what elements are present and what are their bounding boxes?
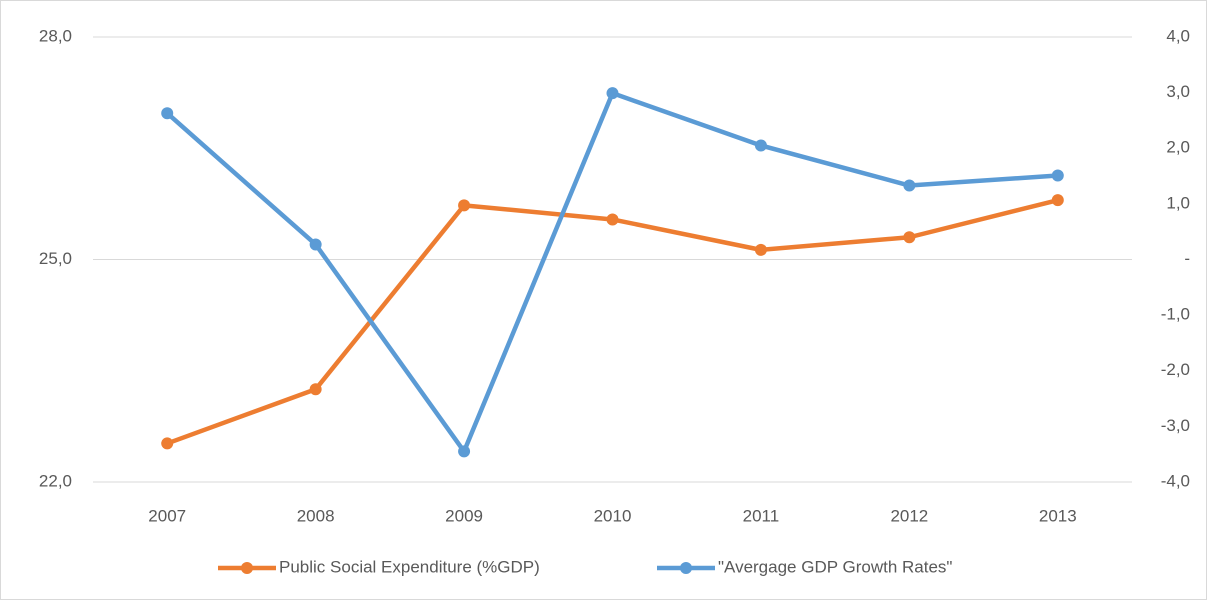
point <box>606 87 619 100</box>
x-tick-label: 2008 <box>297 506 335 525</box>
y2-tick-label: 2,0 <box>1166 138 1190 157</box>
y-tick-label: 22,0 <box>39 471 72 490</box>
x-tick-label: 2009 <box>445 506 483 525</box>
x-tick-label: 2012 <box>890 506 928 525</box>
point <box>161 107 174 120</box>
point <box>161 437 174 450</box>
point <box>754 243 767 256</box>
y2-tick-label: 4,0 <box>1166 26 1190 45</box>
y2-tick-label: - <box>1184 249 1190 268</box>
point <box>1051 194 1064 207</box>
point <box>309 238 322 251</box>
y2-tick-label: -1,0 <box>1161 305 1190 324</box>
legend-label: "Avergage GDP Growth Rates" <box>718 557 952 576</box>
point <box>458 445 471 458</box>
point <box>1051 169 1064 182</box>
point <box>903 231 916 244</box>
x-tick-label: 2007 <box>148 506 186 525</box>
x-tick-label: 2010 <box>594 506 632 525</box>
point <box>458 199 471 212</box>
point <box>903 179 916 192</box>
y2-tick-label: -4,0 <box>1161 471 1190 490</box>
legend-marker <box>241 562 253 574</box>
y2-tick-label: 1,0 <box>1166 193 1190 212</box>
y-tick-label: 28,0 <box>39 26 72 45</box>
legend-label: Public Social Expenditure (%GDP) <box>279 557 540 576</box>
y2-tick-label: 3,0 <box>1166 82 1190 101</box>
x-tick-label: 2011 <box>743 506 780 525</box>
y-tick-label: 25,0 <box>39 249 72 268</box>
x-tick-label: 2013 <box>1039 506 1077 525</box>
y2-tick-label: -2,0 <box>1161 360 1190 379</box>
point <box>754 139 767 152</box>
point <box>309 383 322 396</box>
legend-marker <box>680 562 692 574</box>
point <box>606 213 619 226</box>
y2-tick-label: -3,0 <box>1161 416 1190 435</box>
